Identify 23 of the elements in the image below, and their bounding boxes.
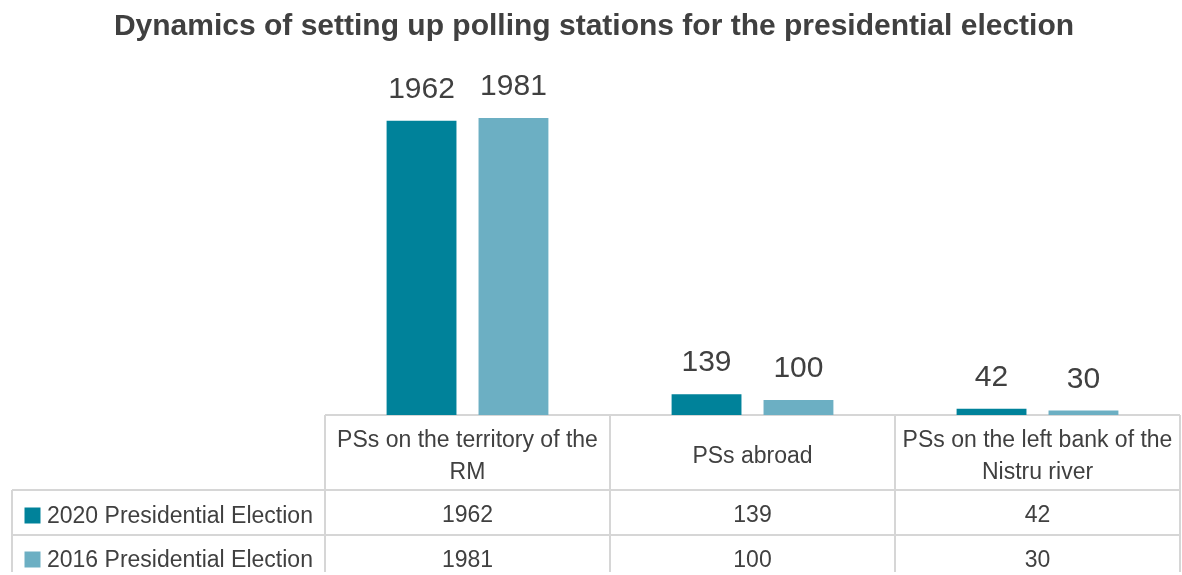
bar (478, 118, 549, 415)
legend-label: 2020 Presidential Election (47, 501, 313, 528)
text: 1962 (388, 70, 455, 104)
bar (386, 120, 457, 415)
x-tick-label: PSs abroad (692, 441, 813, 468)
data-label: 30 (1024, 545, 1051, 572)
bar (956, 408, 1027, 415)
data-label: 1981 (441, 545, 494, 572)
annotation: 30 (1066, 360, 1101, 394)
bar (763, 400, 834, 415)
annotation: 42 (974, 358, 1009, 392)
data-label: 139 (733, 500, 772, 527)
chart-title: Dynamics of setting up polling stations for the presidential election (113, 8, 1075, 41)
x-tick-label: PSs on the left bank of the Nistru river (902, 425, 1173, 484)
annotation: 139 (681, 344, 732, 378)
x-tick-label: PSs on the territory of the RM (337, 425, 598, 484)
annotation: 100 (773, 350, 824, 384)
data-label: 100 (733, 545, 772, 572)
bar (671, 394, 742, 415)
data-label: 42 (1024, 500, 1051, 527)
text: 1981 (480, 68, 547, 101)
legend-label: 2016 Presidential Election (47, 545, 313, 572)
data-label: 1962 (441, 500, 494, 527)
